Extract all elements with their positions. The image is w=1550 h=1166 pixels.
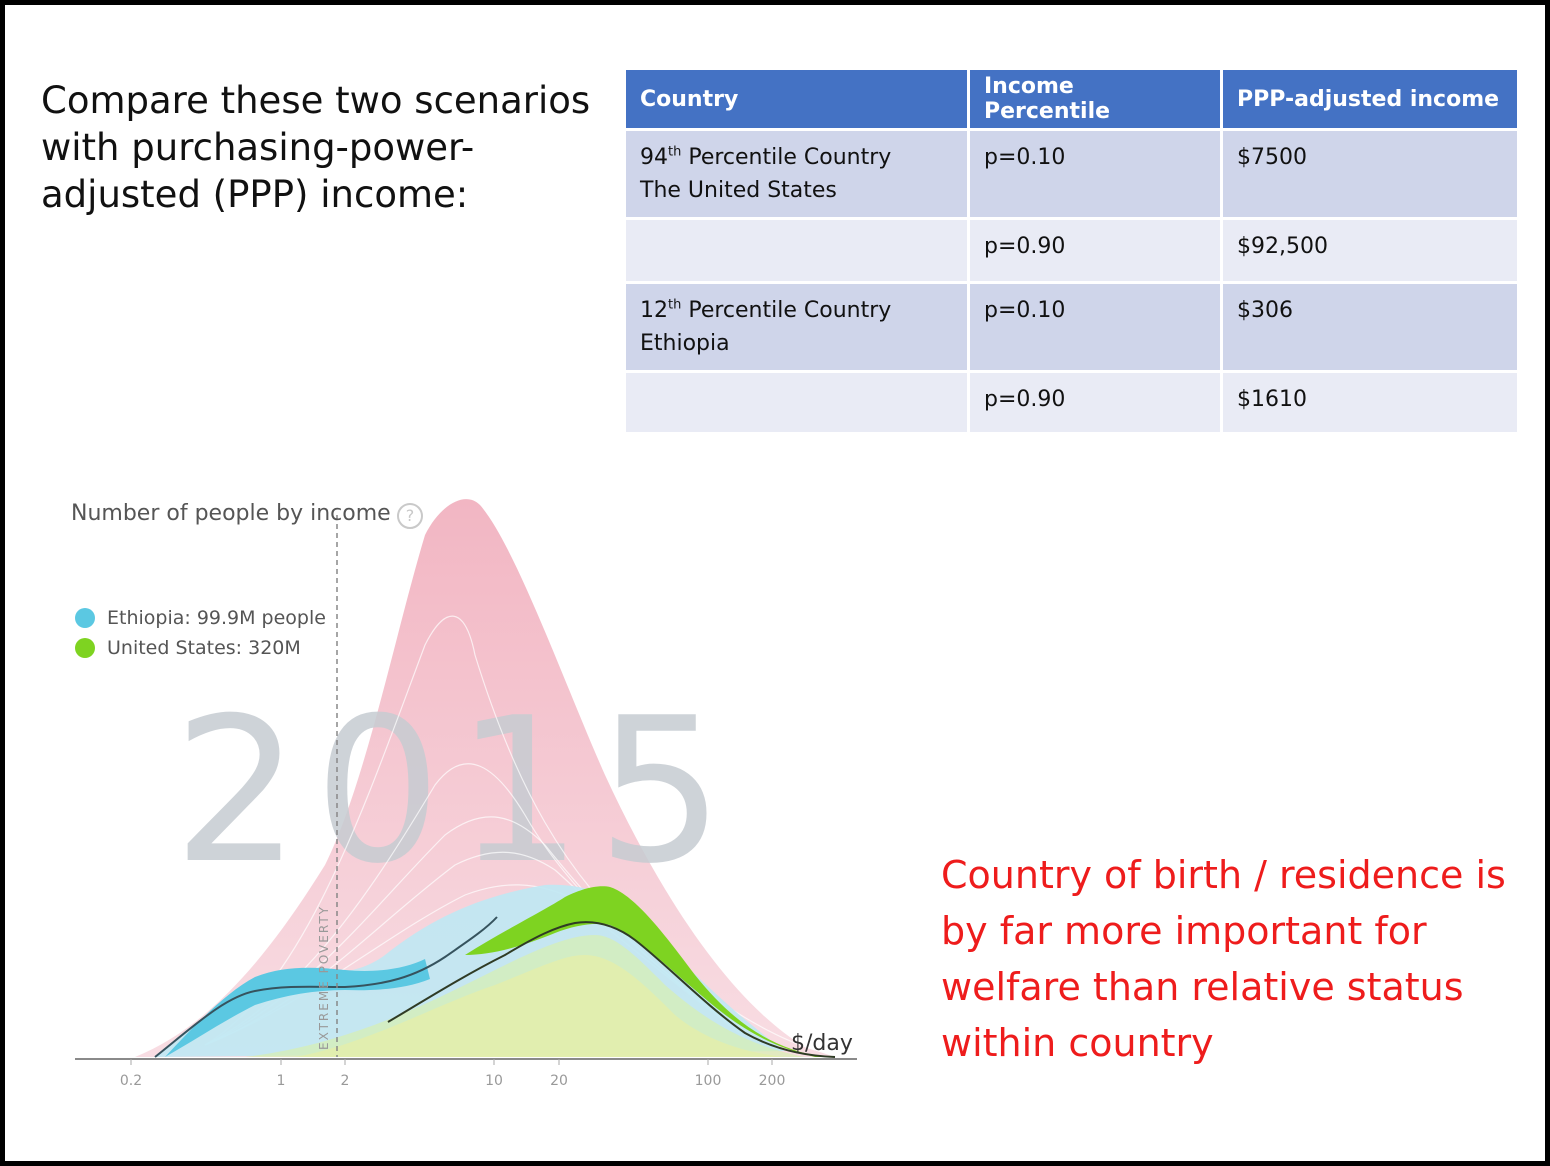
x-tick-label: 200 — [759, 1073, 786, 1089]
x-tick-label: 10 — [485, 1073, 503, 1089]
cell-percentile: p=0.90 — [970, 373, 1220, 432]
table-row: p=0.90 $1610 — [626, 373, 1517, 432]
cell-country: 94th Percentile Country The United States — [626, 131, 967, 217]
ethiopia-line — [154, 916, 498, 1058]
legend-label: Ethiopia: 99.9M people — [107, 607, 326, 629]
help-icon[interactable]: ? — [397, 503, 423, 529]
cell-income: $306 — [1223, 284, 1517, 370]
income-distribution-chart: 2015 EXTREME POVERTY — [45, 485, 885, 1105]
x-tick-label: 2 — [341, 1073, 350, 1089]
year-watermark: 2015 — [173, 675, 738, 908]
chart-legend: Ethiopia: 99.9M people United States: 32… — [75, 607, 326, 667]
cell-income: $1610 — [1223, 373, 1517, 432]
cell-income: $92,500 — [1223, 220, 1517, 281]
slide-heading: Compare these two scenarios with purchas… — [41, 79, 591, 216]
cell-country: 12th Percentile Country Ethiopia — [626, 284, 967, 370]
conclusion-text: Country of birth / residence is by far m… — [941, 853, 1506, 1065]
x-tick-label: 100 — [695, 1073, 722, 1089]
income-table: Country Income Percentile PPP-adjusted i… — [623, 67, 1520, 435]
table-header-row: Country Income Percentile PPP-adjusted i… — [626, 70, 1517, 128]
legend-label: United States: 320M — [107, 637, 301, 659]
ethiopia-area — [165, 959, 430, 1057]
x-unit-label: $/day — [791, 1031, 853, 1056]
world-area — [135, 499, 835, 1057]
ethiopia-dot-icon — [75, 608, 95, 628]
green-light-area — [245, 935, 805, 1057]
us-line — [387, 921, 836, 1058]
cell-country — [626, 220, 967, 281]
header-ppp-income: PPP-adjusted income — [1223, 70, 1517, 128]
legend-item-united-states[interactable]: United States: 320M — [75, 637, 326, 659]
table-row: p=0.90 $92,500 — [626, 220, 1517, 281]
legend-item-ethiopia[interactable]: Ethiopia: 99.9M people — [75, 607, 326, 629]
us-dot-icon — [75, 638, 95, 658]
chart-title: Number of people by income — [71, 501, 391, 526]
cell-percentile: p=0.10 — [970, 131, 1220, 217]
table-row: 12th Percentile Country Ethiopia p=0.10 $… — [626, 284, 1517, 370]
x-tick-label: 20 — [550, 1073, 568, 1089]
extreme-poverty-label: EXTREME POVERTY — [317, 905, 331, 1050]
table-row: 94th Percentile Country The United States… — [626, 131, 1517, 217]
header-income-percentile: Income Percentile — [970, 70, 1220, 128]
cell-percentile: p=0.90 — [970, 220, 1220, 281]
chart-svg: 2015 EXTREME POVERTY — [75, 499, 857, 1089]
header-country: Country — [626, 70, 967, 128]
x-tick-label: 0.2 — [120, 1073, 142, 1089]
x-axis-ticks — [130, 1059, 773, 1065]
cell-income: $7500 — [1223, 131, 1517, 217]
x-tick-label: 1 — [277, 1073, 286, 1089]
cell-percentile: p=0.10 — [970, 284, 1220, 370]
cell-country — [626, 373, 967, 432]
